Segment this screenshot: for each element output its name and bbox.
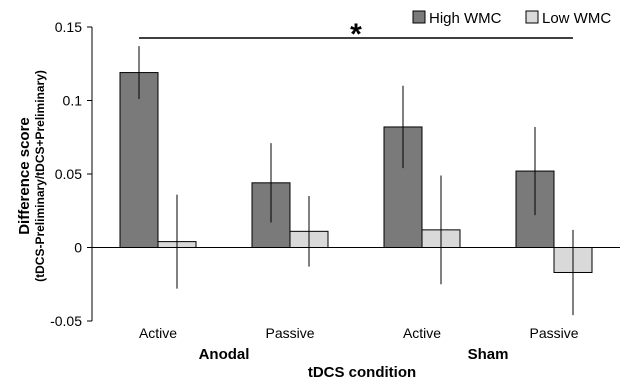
y-tick-label: 0.05 bbox=[55, 166, 82, 182]
y-tick-label: 0.1 bbox=[63, 93, 83, 109]
y-tick-label: -0.05 bbox=[50, 313, 82, 329]
y-axis-title: Difference score (tDCS-Preliminary/tDCS+… bbox=[16, 70, 47, 282]
legend-label: High WMC bbox=[429, 10, 502, 27]
legend-swatch bbox=[412, 10, 426, 24]
y-tick-label: 0.15 bbox=[55, 19, 82, 35]
legend-label: Low WMC bbox=[542, 10, 611, 27]
significance-star: * bbox=[350, 18, 362, 51]
x-tick-label: Passive bbox=[265, 325, 314, 341]
bar-high-wmc bbox=[119, 72, 159, 248]
group-label: Anodal bbox=[199, 346, 250, 363]
x-axis-label: tDCS condition bbox=[308, 364, 416, 381]
y-axis-label: Difference score bbox=[16, 117, 33, 235]
legend-swatch bbox=[525, 10, 539, 24]
y-axis-sublabel: (tDCS-Preliminary/tDCS+Preliminary) bbox=[33, 70, 47, 282]
plot-area: -0.05 0 0.05 0.1 0.15 Active Passive Active Pass… bbox=[50, 18, 620, 363]
x-tick-label: Active bbox=[139, 325, 177, 341]
y-tick-label: 0 bbox=[74, 240, 82, 256]
legend: High WMC Low WMC bbox=[412, 10, 611, 27]
x-tick-label: Active bbox=[403, 325, 441, 341]
group-label: Sham bbox=[468, 346, 509, 363]
x-tick-label: Passive bbox=[529, 325, 578, 341]
